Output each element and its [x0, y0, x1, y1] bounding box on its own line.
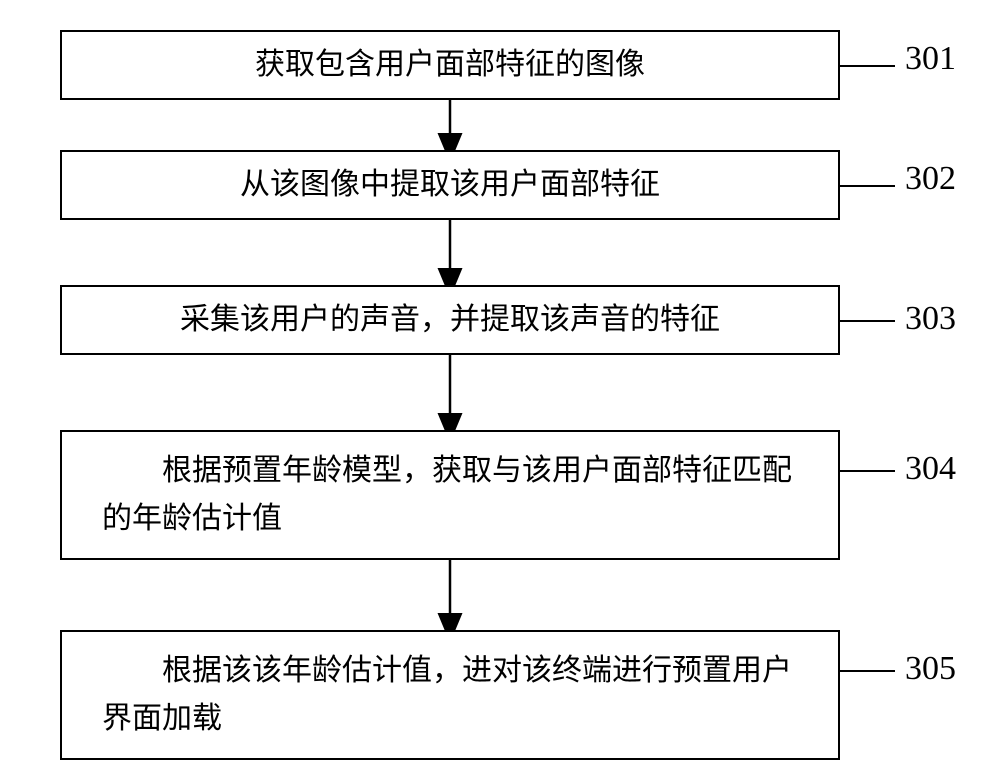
flow-node: 从该图像中提取该用户面部特征 [60, 150, 840, 220]
leader-line [840, 320, 895, 322]
flow-node: 根据预置年龄模型，获取与该用户面部特征匹配的年龄估计值 [60, 430, 840, 560]
flow-node-text: 获取包含用户面部特征的图像 [255, 41, 645, 89]
step-number-label: 302 [905, 160, 956, 198]
step-number-label: 301 [905, 40, 956, 78]
flow-node-text: 从该图像中提取该用户面部特征 [240, 161, 660, 209]
flow-node: 根据该该年龄估计值，进对该终端进行预置用户界面加载 [60, 630, 840, 760]
step-number-label: 303 [905, 300, 956, 338]
step-number-label: 305 [905, 650, 956, 688]
flow-node-text: 根据预置年龄模型，获取与该用户面部特征匹配的年龄估计值 [102, 447, 818, 543]
leader-line [840, 670, 895, 672]
flow-node: 获取包含用户面部特征的图像 [60, 30, 840, 100]
flow-node: 采集该用户的声音，并提取该声音的特征 [60, 285, 840, 355]
flow-node-text: 采集该用户的声音，并提取该声音的特征 [180, 296, 720, 344]
step-number-label: 304 [905, 450, 956, 488]
leader-line [840, 470, 895, 472]
flow-node-text: 根据该该年龄估计值，进对该终端进行预置用户界面加载 [102, 647, 818, 743]
leader-line [840, 185, 895, 187]
leader-line [840, 65, 895, 67]
